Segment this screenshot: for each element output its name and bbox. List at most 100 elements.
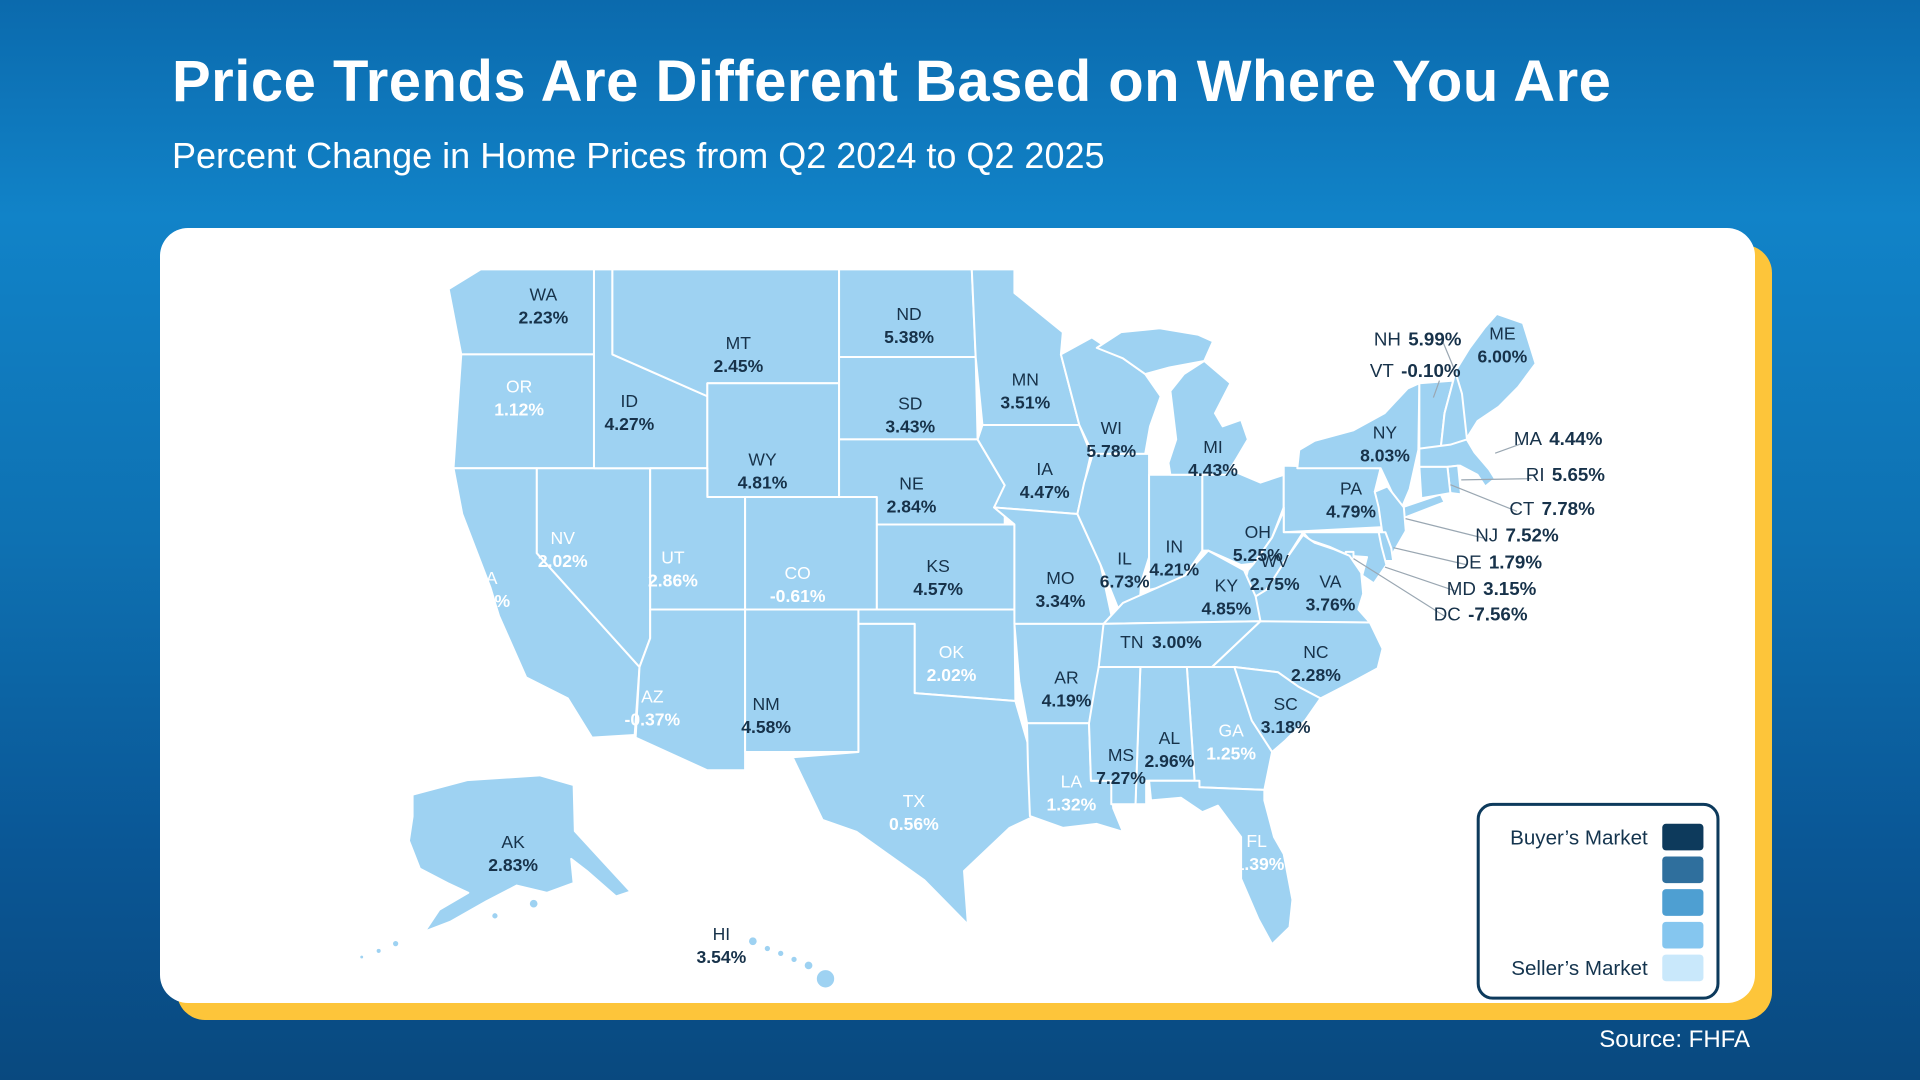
state-label: ND: [896, 304, 921, 324]
svg-text:1.25%: 1.25%: [1206, 744, 1256, 764]
state-label: SC: [1273, 694, 1297, 714]
state-label: TX: [903, 791, 926, 811]
leader-line-nh: [1441, 339, 1455, 369]
state-label: SD: [898, 394, 922, 414]
callout-label-de: DE 1.79%: [1456, 551, 1543, 572]
state-ky: [1104, 551, 1261, 624]
state-label: UT: [661, 547, 685, 567]
state-label: NC: [1303, 642, 1328, 662]
state-ak: [359, 775, 630, 959]
state-mi: [1097, 328, 1248, 474]
svg-text:4.58%: 4.58%: [741, 717, 791, 737]
svg-text:6.73%: 6.73%: [1100, 572, 1150, 592]
svg-text:8.03%: 8.03%: [1360, 446, 1410, 466]
state-fl: [1149, 781, 1292, 944]
state-me: [1455, 314, 1535, 438]
legend-swatch-3: [1662, 889, 1704, 916]
svg-text:2.02%: 2.02%: [927, 665, 977, 685]
callout-label-nj: NJ 7.52%: [1475, 525, 1559, 546]
state-label: MS: [1108, 745, 1134, 765]
svg-text:5.25%: 5.25%: [1233, 545, 1283, 565]
state-label: LA: [1061, 771, 1083, 791]
svg-text:4.21%: 4.21%: [1149, 560, 1199, 580]
leader-lines: [1353, 339, 1532, 618]
svg-text:3.18%: 3.18%: [1261, 717, 1311, 737]
state-label: MN: [1012, 369, 1039, 389]
state-label: AK: [501, 832, 525, 852]
state-labels: WA2.23% OR1.12% CA0.38% NV2.02% ID4.27% …: [460, 285, 1527, 967]
state-label: WV: [1261, 551, 1290, 571]
legend-buyers-label: Buyer’s Market: [1510, 826, 1648, 849]
state-label: FL: [1246, 831, 1267, 851]
state-label: IA: [1036, 459, 1053, 479]
map-card-wrap: WA 2.23% OR 1.12% CA 0.38% NV 2.02% ID 4.27% …: [160, 228, 1772, 1020]
state-label: PA: [1340, 478, 1362, 498]
state-label: CA: [473, 568, 498, 588]
legend-swatch-2: [1662, 856, 1704, 884]
svg-text:4.79%: 4.79%: [1326, 501, 1376, 521]
svg-text:4.19%: 4.19%: [1042, 690, 1092, 710]
svg-text:3.51%: 3.51%: [1000, 392, 1050, 412]
svg-text:5.78%: 5.78%: [1086, 441, 1136, 461]
svg-text:-0.61%: -0.61%: [770, 586, 826, 606]
state-label: AR: [1054, 667, 1078, 687]
svg-text:3.76%: 3.76%: [1306, 595, 1356, 615]
svg-text:1.12%: 1.12%: [494, 400, 544, 420]
svg-text:5.38%: 5.38%: [884, 327, 934, 347]
state-hi: [748, 936, 835, 988]
state-label: IN: [1165, 537, 1183, 557]
svg-text:1.32%: 1.32%: [1046, 794, 1096, 814]
svg-text:2.23%: 2.23%: [518, 308, 568, 328]
legend-sellers-label: Seller’s Market: [1511, 957, 1648, 980]
svg-text:0.56%: 0.56%: [889, 814, 939, 834]
svg-text:4.47%: 4.47%: [1020, 482, 1070, 502]
map-card: WA 2.23% OR 1.12% CA 0.38% NV 2.02% ID 4.27% …: [160, 228, 1755, 1003]
state-ms: [1089, 667, 1140, 804]
state-ct: [1419, 467, 1450, 498]
leader-line-vt: [1432, 380, 1441, 398]
leader-line-ri: [1461, 478, 1532, 481]
state-label: OH: [1245, 522, 1271, 542]
callout-label-dc: DC -7.56%: [1434, 603, 1528, 624]
state-label: NM: [753, 694, 780, 714]
svg-text:2.96%: 2.96%: [1145, 751, 1195, 771]
legend: Buyer’s Market Seller’s Market: [1476, 802, 1720, 1000]
svg-text:4.81%: 4.81%: [738, 472, 788, 492]
state-label: MI: [1203, 437, 1223, 457]
state-label: CO: [784, 563, 810, 583]
state-label: IL: [1117, 549, 1132, 569]
callout-label-nh: NH 5.99%: [1374, 328, 1462, 349]
source-attribution: Source: FHFA: [1599, 1026, 1750, 1053]
state-label: NV: [551, 528, 576, 548]
state-tx: [793, 624, 1032, 925]
leader-line-ma: [1494, 442, 1523, 454]
state-label: KS: [926, 556, 949, 576]
us-choropleth-map: WA2.23% OR1.12% CA0.38% NV2.02% ID4.27% …: [160, 228, 1720, 1000]
state-label: AL: [1159, 728, 1181, 748]
svg-text:3.54%: 3.54%: [696, 947, 746, 967]
callout-label-md: MD 3.15%: [1447, 578, 1537, 599]
svg-text:4.43%: 4.43%: [1188, 460, 1238, 480]
state-label: ME: [1489, 323, 1515, 343]
state-label: VA: [1319, 572, 1341, 592]
callout-label-ri: RI 5.65%: [1526, 464, 1606, 485]
state-label: KY: [1215, 575, 1239, 595]
svg-text:3.34%: 3.34%: [1036, 591, 1086, 611]
callout-label-vt: VT -0.10%: [1370, 360, 1461, 381]
state-label: OK: [939, 642, 965, 662]
svg-text:4.85%: 4.85%: [1201, 598, 1251, 618]
conus-group: [449, 269, 1536, 944]
svg-text:-1.39%: -1.39%: [1229, 854, 1285, 874]
state-pa: [1284, 466, 1386, 533]
svg-text:4.57%: 4.57%: [913, 579, 963, 599]
svg-text:0.38%: 0.38%: [460, 591, 510, 611]
page-title: Price Trends Are Different Based on Wher…: [172, 49, 1612, 114]
leader-line-md: [1384, 566, 1457, 592]
header: Price Trends Are Different Based on Wher…: [172, 48, 1611, 177]
state-label: GA: [1218, 721, 1244, 741]
leader-line-nj: [1405, 518, 1484, 539]
state-label: MO: [1046, 568, 1074, 588]
state-label: HI: [713, 924, 731, 944]
state-label: TN 3.00%: [1120, 632, 1202, 652]
leader-line-de: [1393, 547, 1467, 566]
